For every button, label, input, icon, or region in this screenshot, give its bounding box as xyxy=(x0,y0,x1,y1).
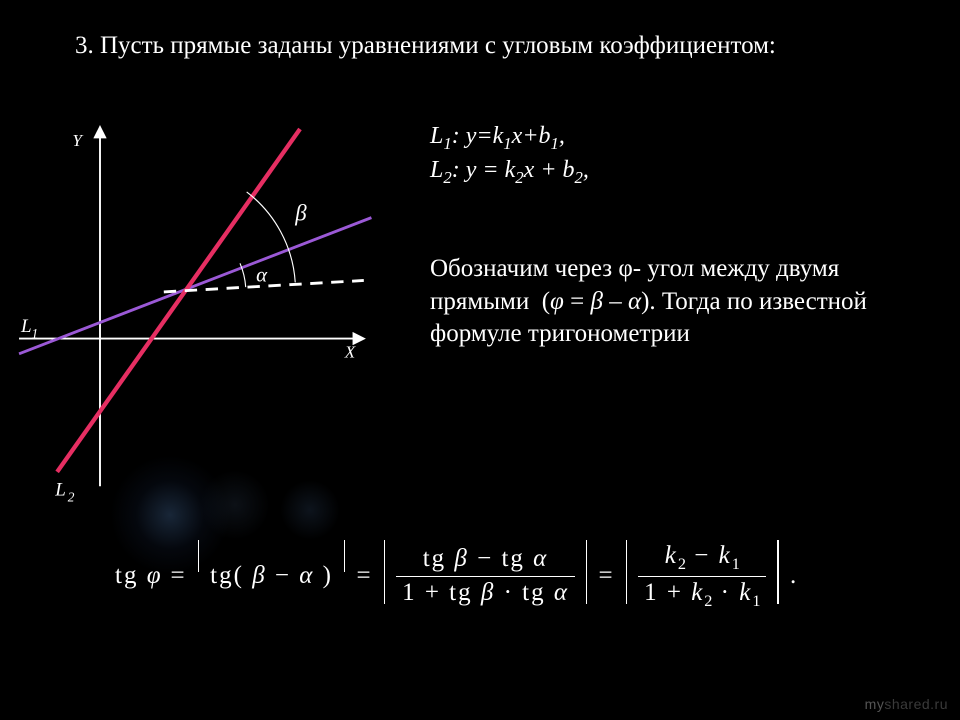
label-l1: L1 xyxy=(20,316,38,341)
coordinate-chart: X Y L1 L2 α β xyxy=(0,110,400,510)
x-axis-label: X xyxy=(344,343,357,362)
abs-bar xyxy=(626,540,628,604)
fraction-2: k2 − k1 1 + k2 · k1 xyxy=(638,540,766,612)
label-l2: L2 xyxy=(54,480,74,505)
watermark-rest: shared.ru xyxy=(884,696,948,712)
abs-bar xyxy=(198,540,200,572)
formula-lhs: tg φ xyxy=(115,562,163,590)
equals-2: = xyxy=(356,562,372,590)
formula-dot: . xyxy=(790,562,798,590)
label-beta: β xyxy=(294,200,307,225)
abs-bar xyxy=(777,540,779,604)
frac2-num: k2 − k1 xyxy=(659,540,746,576)
angle-arc-beta xyxy=(247,192,296,282)
line-l1 xyxy=(19,218,371,354)
slide-title: 3. Пусть прямые заданы уравнениями с угл… xyxy=(75,30,900,63)
abs-bar xyxy=(586,540,588,604)
watermark: myshared.ru xyxy=(865,696,948,712)
label-alpha: α xyxy=(256,262,268,286)
equation-l2: L2: y = k2x + b2, xyxy=(430,155,589,189)
watermark-prefix: my xyxy=(865,696,885,712)
formula-mid: tg( β − α ) xyxy=(210,562,333,590)
abs-bar xyxy=(344,540,346,572)
equation-l1: L1: y=k1x+b1, xyxy=(430,121,589,155)
frac1-den: 1 + tg β · tg α xyxy=(396,576,575,610)
frac2-den: 1 + k2 · k1 xyxy=(638,576,766,613)
y-axis-label: Y xyxy=(72,131,84,150)
line-l2 xyxy=(57,129,300,472)
frac1-num: tg β − tg α xyxy=(417,543,555,576)
fraction-1: tg β − tg α 1 + tg β · tg α xyxy=(396,543,575,610)
line-equations: L1: y=k1x+b1, L2: y = k2x + b2, xyxy=(430,121,589,188)
explanation-text: Обозначим через φ- угол между двумя прям… xyxy=(430,253,920,351)
equals-1: = xyxy=(171,562,187,590)
equals-3: = xyxy=(598,562,614,590)
abs-bar xyxy=(384,540,386,604)
tangent-formula: tg φ = tg( β − α ) = tg β − tg α 1 + tg … xyxy=(115,540,798,612)
